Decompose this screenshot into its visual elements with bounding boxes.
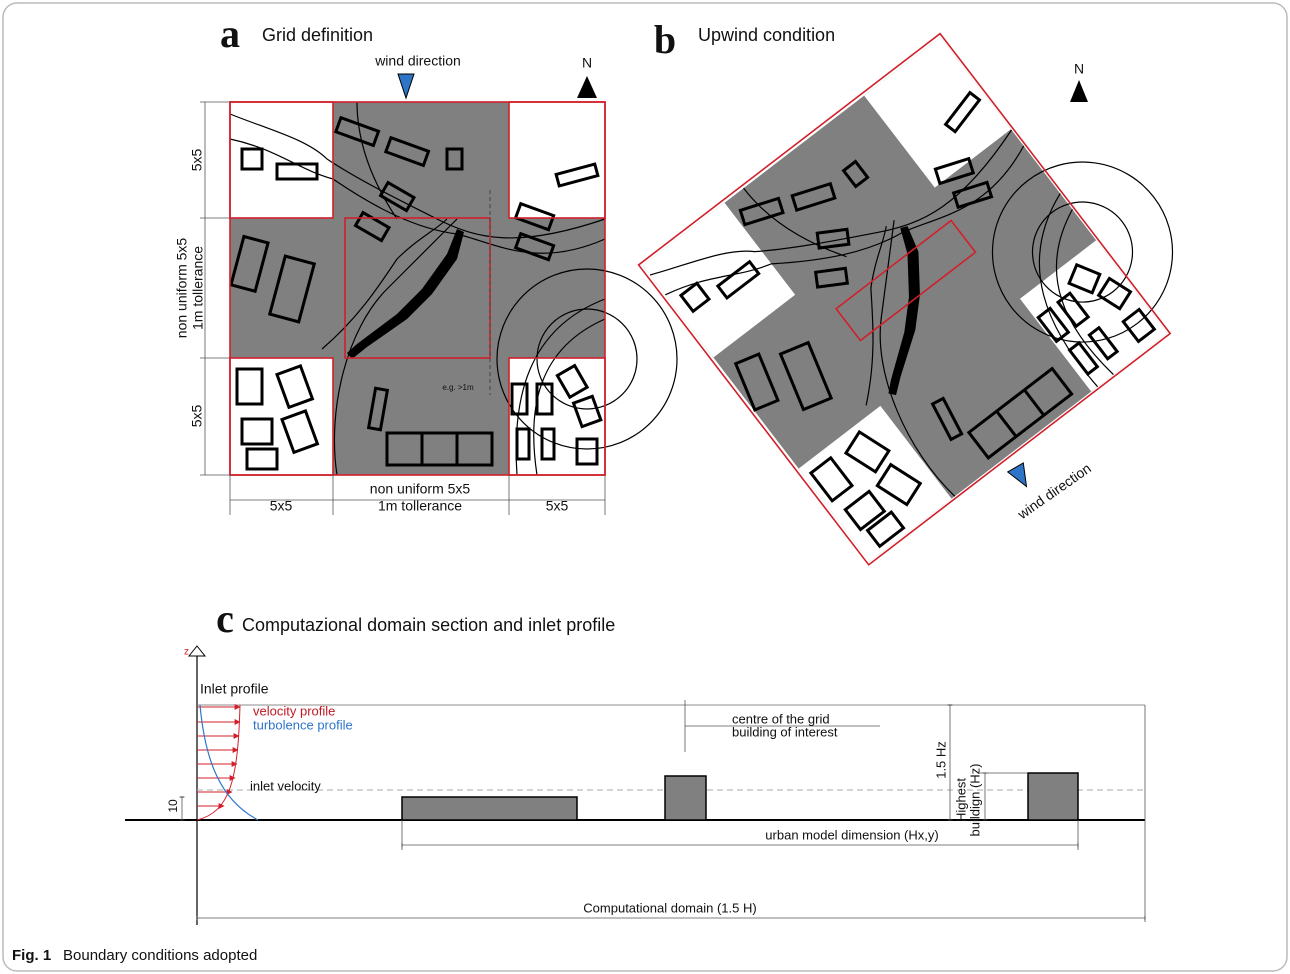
- dim-label: buildign (Hz): [967, 764, 982, 837]
- dim-label: Highest: [953, 778, 968, 822]
- annotation: Inlet profile: [200, 681, 269, 697]
- dim-label: 10: [166, 799, 180, 813]
- dim-label: 1m tollerance: [378, 498, 462, 514]
- panel-title: Computazional domain section and inlet p…: [242, 615, 615, 635]
- panel-c: c Computazional domain section and inlet…: [125, 596, 1146, 925]
- panel-title: Grid definition: [262, 25, 373, 45]
- north-arrow: [577, 76, 597, 98]
- north-label: N: [1074, 61, 1084, 77]
- panel-title: Upwind condition: [698, 25, 835, 45]
- tolerance-note: e.g. >1m: [442, 383, 474, 392]
- annotation: centre of the grid: [732, 711, 830, 726]
- wind-label: wind direction: [374, 53, 461, 69]
- legend-label: velocity profile: [253, 703, 335, 718]
- panel-label: c: [216, 596, 234, 641]
- panel-a: a Grid definition wind direction N e.g. …: [174, 11, 679, 515]
- wind-arrow: [1006, 462, 1028, 488]
- dim-label: 1m tollerance: [190, 246, 206, 330]
- dim-label: 5x5: [189, 149, 205, 172]
- dim-label: 5x5: [270, 498, 293, 514]
- wind-arrow: [397, 73, 415, 100]
- legend-label: turbolence profile: [253, 717, 353, 732]
- panel-label: a: [220, 11, 240, 56]
- panel-label: b: [654, 17, 676, 62]
- dim-label: Computational domain (1.5 H): [583, 900, 756, 915]
- dim-label: 5x5: [189, 405, 205, 428]
- caption-text: Boundary conditions adopted: [63, 947, 257, 964]
- dim-label: non uniform 5x5: [174, 238, 190, 339]
- north-label: N: [582, 55, 592, 71]
- annotation: building of interest: [732, 724, 838, 739]
- dim-label: 1.5 Hz: [933, 741, 948, 779]
- dim-label: urban model dimension (Hx,y): [765, 827, 938, 842]
- wind-label: wind direction: [1014, 460, 1094, 523]
- axis-label: z: [184, 647, 189, 658]
- dim-label: non uniform 5x5: [370, 481, 471, 497]
- north-arrow: [1070, 80, 1088, 102]
- caption-label: Fig. 1: [12, 947, 51, 964]
- annotation: inlet velocity: [250, 778, 321, 793]
- panel-b: b Upwind condition N wind direction: [637, 0, 1227, 566]
- dim-label: 5x5: [546, 498, 569, 514]
